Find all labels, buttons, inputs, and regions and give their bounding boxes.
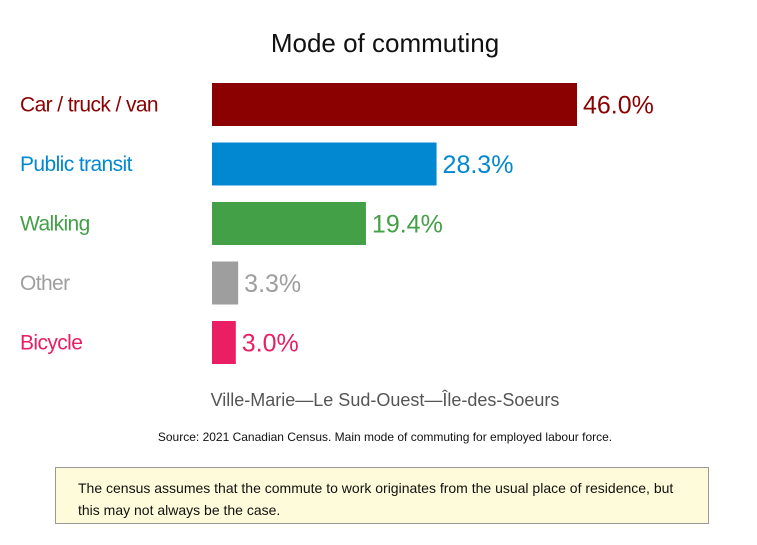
bar-chart: Car / truck / van 46.0% Public transit 28.3…: [20, 83, 654, 364]
bar: [212, 261, 239, 305]
bar: [212, 202, 366, 245]
category-label: Walking: [20, 213, 90, 236]
source-note: Source: 2021 Canadian Census. Main mode …: [157, 430, 613, 444]
bar: [212, 142, 437, 186]
value-label: 3.3%: [244, 270, 301, 298]
category-label: Bicycle: [20, 332, 82, 355]
value-label: 3.0%: [242, 330, 299, 358]
value-label: 19.4%: [372, 211, 443, 239]
bar: [212, 321, 236, 364]
value-label: 46.0%: [583, 92, 654, 120]
category-label: Other: [20, 272, 70, 295]
disclaimer-box: The census assumes that the commute to w…: [55, 467, 709, 524]
bar: [212, 83, 577, 126]
category-label: Car / truck / van: [20, 94, 158, 117]
chart-title: Mode of commuting: [270, 28, 500, 58]
chart-subtitle: Ville-Marie—Le Sud-Ouest—Île-des-Soeurs: [210, 390, 560, 410]
value-label: 28.3%: [443, 151, 514, 179]
category-label: Public transit: [20, 153, 133, 176]
